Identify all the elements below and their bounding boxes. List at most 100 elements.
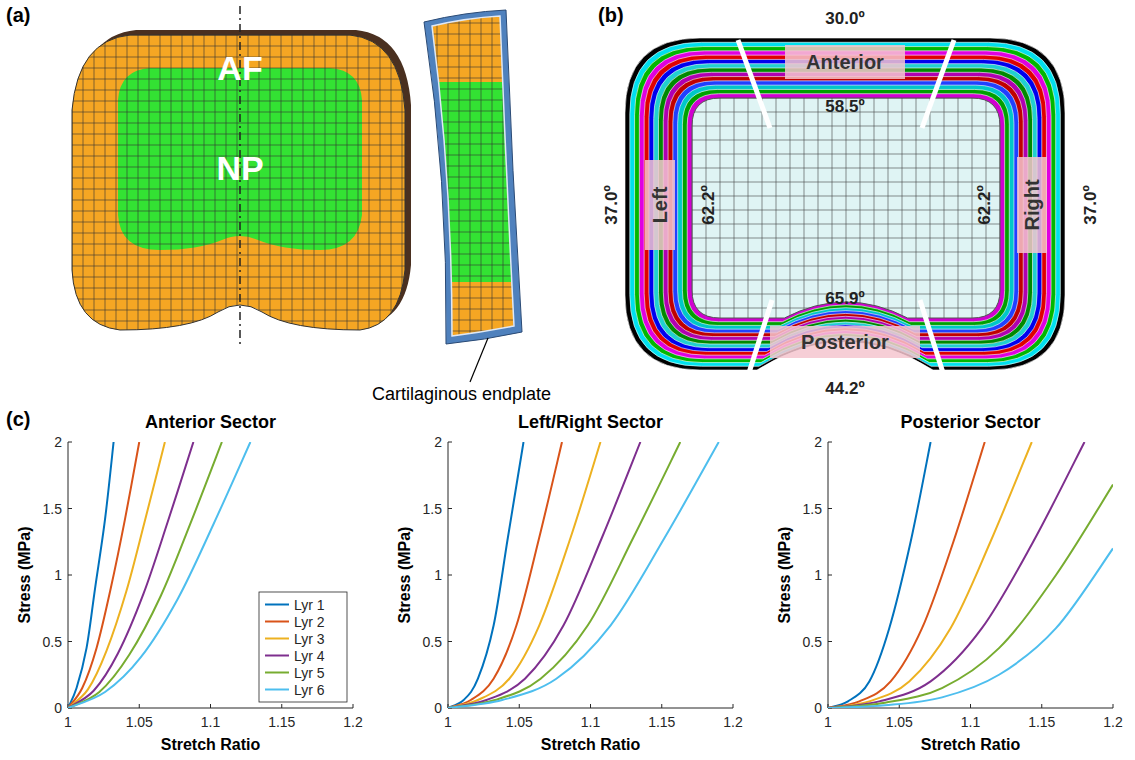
mesh-line xyxy=(72,233,405,234)
angle-label: 30.0º xyxy=(825,9,864,28)
sector-divider xyxy=(738,40,770,128)
mesh-line xyxy=(426,177,524,178)
mesh-line xyxy=(72,46,405,47)
mesh-line xyxy=(692,210,1000,211)
side-af xyxy=(420,10,530,82)
series-line xyxy=(448,442,524,708)
x-tick-label: 1.05 xyxy=(126,714,153,730)
x-tick xyxy=(281,704,282,708)
mesh-line xyxy=(72,310,405,311)
mesh-line xyxy=(426,199,524,200)
series-line xyxy=(828,442,1032,708)
y-tick xyxy=(828,575,832,576)
annulus-layer xyxy=(678,85,1014,329)
x-tick-label: 1.15 xyxy=(1028,714,1055,730)
legend-label: Lyr 6 xyxy=(294,682,325,698)
mesh-line xyxy=(692,196,1000,197)
sector-divider xyxy=(748,300,772,376)
mesh-line xyxy=(426,12,524,13)
chart-title: Posterior Sector xyxy=(900,412,1040,432)
mesh-line xyxy=(762,98,763,318)
mesh-line xyxy=(426,34,524,35)
series-line xyxy=(448,442,680,708)
series-line xyxy=(828,485,1113,708)
legend-box xyxy=(259,592,347,702)
y-tick-label: 2 xyxy=(434,434,442,450)
y-tick xyxy=(448,641,452,642)
mesh-line xyxy=(426,67,524,68)
mesh-line xyxy=(720,98,721,318)
mesh-line xyxy=(72,255,405,256)
x-tick-label: 1.05 xyxy=(506,714,533,730)
series-line xyxy=(448,442,719,708)
annulus-layer xyxy=(649,59,1042,351)
y-tick xyxy=(448,442,452,443)
legend-swatch xyxy=(265,621,289,623)
nucleus-pulposus xyxy=(692,98,1000,318)
mesh-line xyxy=(860,98,861,318)
mesh-line xyxy=(72,321,405,322)
x-axis-title: Stretch Ratio xyxy=(921,736,1021,753)
chart-title: Left/Right Sector xyxy=(518,412,663,432)
mesh-line xyxy=(72,299,405,300)
mesh-line xyxy=(692,126,1000,127)
x-tick xyxy=(210,704,211,708)
mesh-line xyxy=(804,98,805,318)
mesh-line xyxy=(692,182,1000,183)
y-tick-label: 0.5 xyxy=(423,634,443,650)
mesh-line xyxy=(426,89,524,90)
panel-label: (a) xyxy=(6,4,30,26)
x-tick xyxy=(590,704,591,708)
sector-label: Right xyxy=(1017,157,1047,253)
mesh-line xyxy=(72,112,405,113)
sector-label: Posterior xyxy=(770,326,920,358)
y-tick-label: 0 xyxy=(54,700,62,716)
np-mesh xyxy=(692,98,1000,318)
y-tick-label: 2 xyxy=(814,434,822,450)
series-line xyxy=(448,442,640,708)
mesh-line xyxy=(916,98,917,318)
annotation: Cartilaginous endplate xyxy=(372,384,551,404)
plot-area xyxy=(68,442,250,708)
mesh-line xyxy=(72,266,405,267)
mesh-line xyxy=(72,277,405,278)
mesh-line xyxy=(692,140,1000,141)
mesh-line xyxy=(426,309,524,310)
mesh-line xyxy=(514,12,515,344)
y-tick-label: 1.5 xyxy=(43,501,63,517)
series-line xyxy=(68,442,222,708)
annulus-layer xyxy=(630,42,1061,366)
mesh-line xyxy=(72,222,405,223)
mesh-line xyxy=(426,320,524,321)
mesh-line xyxy=(958,98,959,318)
mesh-line xyxy=(846,98,847,318)
y-tick-label: 2 xyxy=(54,434,62,450)
mesh-line xyxy=(481,12,482,344)
x-tick xyxy=(139,704,140,708)
x-tick-label: 1.15 xyxy=(648,714,675,730)
mesh-line xyxy=(426,78,524,79)
mesh-line xyxy=(459,12,460,344)
mesh-line xyxy=(426,188,524,189)
mesh-line xyxy=(426,276,524,277)
mesh-line xyxy=(692,266,1000,267)
mesh-line xyxy=(692,238,1000,239)
annulus-layer xyxy=(663,72,1028,340)
annulus-layer xyxy=(654,64,1037,348)
mesh-line xyxy=(426,265,524,266)
x-axis-title: Stretch Ratio xyxy=(161,736,261,753)
panel-label: (c) xyxy=(6,408,30,430)
mesh-line xyxy=(426,56,524,57)
y-tick-label: 0.5 xyxy=(43,634,63,650)
mesh-line xyxy=(426,133,524,134)
annulus-fibrosus xyxy=(72,35,405,330)
x-tick xyxy=(733,704,734,708)
annulus-layer xyxy=(673,81,1019,333)
y-tick-label: 0.5 xyxy=(803,634,823,650)
legend-swatch xyxy=(265,689,289,691)
legend-swatch xyxy=(265,638,289,640)
y-tick xyxy=(828,442,832,443)
mesh-line xyxy=(426,287,524,288)
mesh-line xyxy=(426,155,524,156)
region-label: AF xyxy=(217,49,262,87)
